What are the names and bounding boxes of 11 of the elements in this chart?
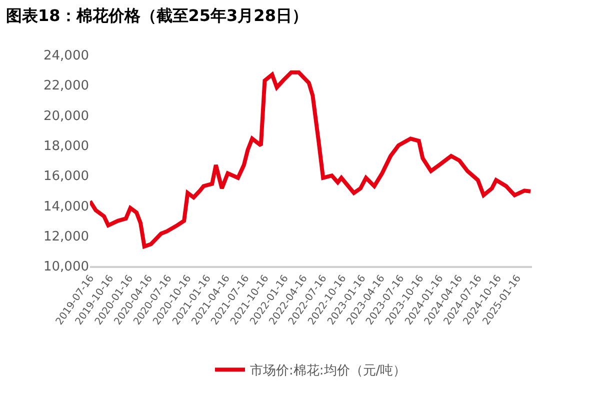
y-tick-label: 12,000 [44,229,89,244]
y-tick-label: 16,000 [44,169,89,184]
legend-label: 市场价:棉花:均价（元/吨） [250,364,406,379]
chart-title: 图表18：棉花价格（截至25年3月28日） [6,6,308,26]
y-tick-label: 14,000 [44,199,89,214]
y-tick-label: 22,000 [44,78,89,94]
y-tick-label: 20,000 [44,108,89,124]
y-tick-label: 24,000 [44,48,89,64]
line-series [90,70,532,248]
y-tick-label: 18,000 [44,138,89,154]
y-tick-label: 10,000 [44,260,89,275]
